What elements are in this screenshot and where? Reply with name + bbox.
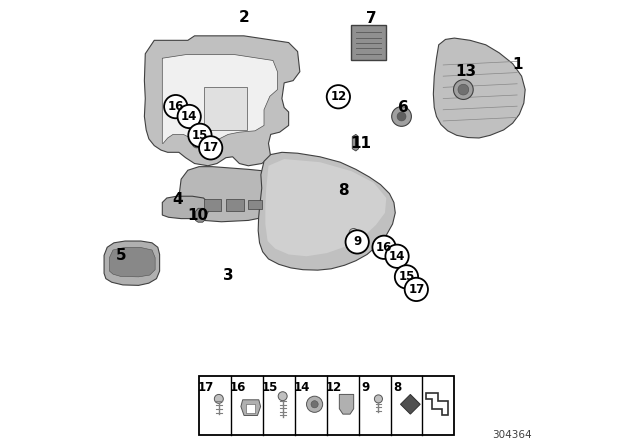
Text: 17: 17: [198, 381, 214, 395]
Polygon shape: [163, 55, 278, 143]
Bar: [226, 199, 244, 211]
Text: 16: 16: [376, 241, 392, 254]
Circle shape: [188, 124, 212, 147]
FancyBboxPatch shape: [351, 25, 387, 60]
Bar: [204, 199, 221, 211]
Text: 3: 3: [223, 268, 234, 283]
Polygon shape: [266, 159, 387, 256]
Text: 9: 9: [362, 381, 370, 395]
Polygon shape: [339, 394, 354, 414]
Text: 13: 13: [455, 64, 476, 79]
Polygon shape: [433, 38, 525, 138]
Text: 7: 7: [366, 11, 377, 26]
Text: 6: 6: [398, 100, 409, 115]
Polygon shape: [109, 247, 155, 277]
Circle shape: [214, 394, 223, 403]
Text: 304364: 304364: [492, 430, 531, 440]
Polygon shape: [179, 167, 282, 222]
Circle shape: [177, 105, 201, 128]
Circle shape: [395, 265, 418, 289]
Bar: [246, 404, 255, 413]
Text: 9: 9: [353, 235, 362, 249]
Circle shape: [372, 236, 396, 259]
Text: 17: 17: [203, 141, 219, 155]
Circle shape: [397, 112, 406, 121]
Circle shape: [454, 80, 473, 99]
Polygon shape: [145, 36, 300, 166]
Text: 1: 1: [512, 57, 522, 73]
Polygon shape: [401, 394, 420, 414]
Text: 14: 14: [181, 110, 197, 123]
Circle shape: [346, 230, 369, 254]
Circle shape: [360, 237, 369, 246]
Text: 11: 11: [350, 136, 371, 151]
Text: 16: 16: [230, 381, 246, 395]
Text: 10: 10: [188, 207, 209, 223]
Text: 12: 12: [326, 381, 342, 395]
Circle shape: [164, 95, 188, 118]
Text: 8: 8: [394, 381, 402, 395]
Text: 14: 14: [294, 381, 310, 395]
Circle shape: [193, 139, 201, 148]
Text: 12: 12: [330, 90, 346, 103]
Bar: [248, 200, 262, 209]
Text: 17: 17: [408, 283, 424, 296]
Bar: [199, 376, 454, 435]
Circle shape: [349, 228, 358, 237]
Circle shape: [458, 84, 468, 95]
Circle shape: [278, 392, 287, 401]
Circle shape: [327, 85, 350, 108]
Circle shape: [374, 395, 383, 403]
Text: 4: 4: [173, 192, 183, 207]
Polygon shape: [258, 152, 396, 270]
Bar: [204, 87, 247, 130]
Text: 2: 2: [239, 10, 249, 26]
Circle shape: [307, 396, 323, 412]
Polygon shape: [163, 196, 209, 219]
Circle shape: [199, 136, 222, 159]
Circle shape: [385, 245, 409, 268]
Polygon shape: [195, 208, 205, 222]
Text: 15: 15: [398, 270, 415, 284]
Text: 5: 5: [116, 248, 127, 263]
Polygon shape: [241, 400, 260, 415]
Circle shape: [392, 107, 412, 126]
Circle shape: [404, 278, 428, 301]
Circle shape: [311, 401, 318, 408]
Text: 16: 16: [168, 100, 184, 113]
Text: 15: 15: [262, 381, 278, 395]
Polygon shape: [352, 134, 358, 151]
Text: 8: 8: [339, 183, 349, 198]
Text: 14: 14: [389, 250, 405, 263]
Polygon shape: [104, 241, 159, 285]
Text: 15: 15: [192, 129, 208, 142]
